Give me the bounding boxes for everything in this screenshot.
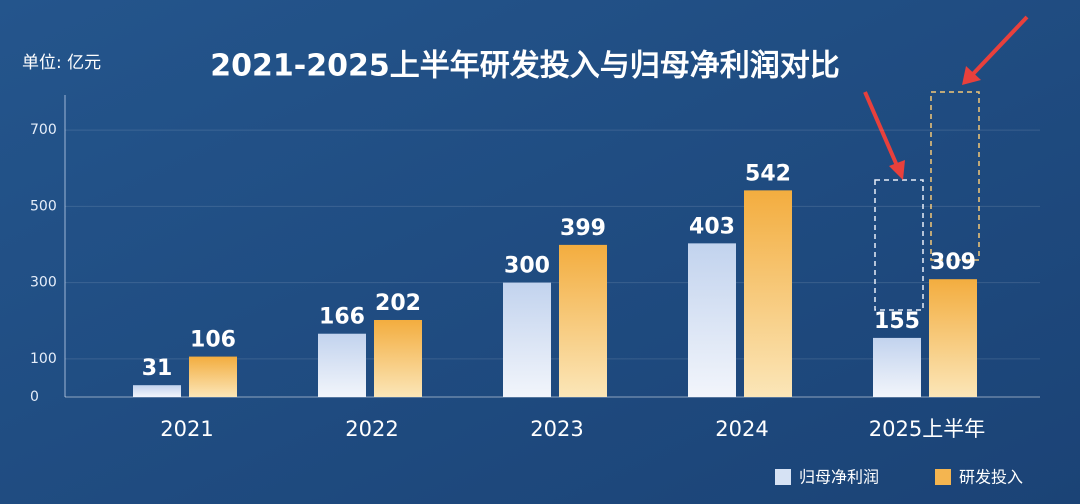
value-label: 166 [319,305,365,330]
bar [688,243,736,397]
x-tick-label: 2022 [345,417,398,441]
value-label: 155 [874,309,920,334]
value-label: 31 [142,356,173,381]
value-label: 309 [930,250,976,275]
bar [133,385,181,397]
y-tick-label: 0 [30,389,39,405]
value-label: 399 [560,216,606,241]
bar [503,282,551,397]
y-tick-label: 100 [30,351,57,367]
y-tick-label: 700 [30,122,57,138]
value-label: 202 [375,291,421,316]
chart-title: 2021-2025上半年研发投入与归母净利润对比 [210,49,839,84]
x-tick-label: 2025上半年 [869,417,985,441]
value-label: 300 [504,254,550,279]
bar [559,244,607,397]
value-label: 542 [745,161,791,186]
unit-label: 单位: 亿元 [22,53,101,73]
arrow [863,15,1029,180]
legend-swatch [775,469,791,485]
legend-label: 归母净利润 [799,468,879,487]
x-tick-label: 2023 [530,417,583,441]
bar [929,279,977,397]
y-tick-label: 300 [30,275,57,291]
x-tick-label: 2024 [715,417,768,441]
legend-label: 研发投入 [959,468,1023,487]
dashed-box [874,179,924,311]
bar [744,190,792,397]
value-label: 106 [190,328,236,353]
x-tick-label: 2021 [160,417,213,441]
bar [873,337,921,397]
bar [189,356,237,397]
value-label: 403 [689,214,735,239]
y-tick-label: 500 [30,198,57,214]
bar [318,333,366,397]
legend-swatch [935,469,951,485]
bar [374,319,422,397]
